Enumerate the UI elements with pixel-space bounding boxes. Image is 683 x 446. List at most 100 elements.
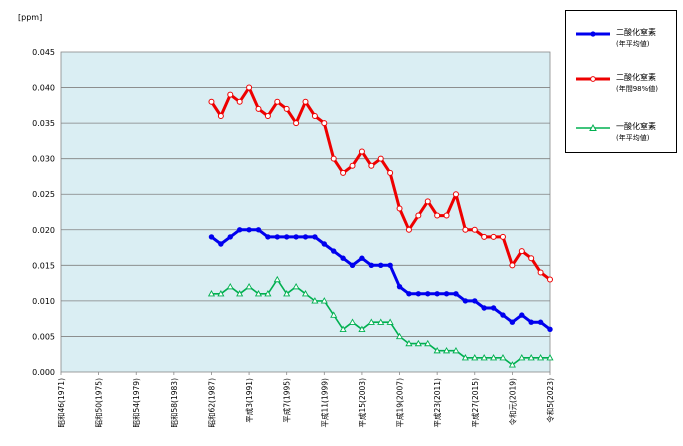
data-point — [218, 241, 224, 247]
data-point — [368, 262, 375, 269]
data-point — [302, 98, 309, 105]
data-point — [528, 255, 535, 262]
data-point — [434, 291, 440, 297]
data-point — [255, 227, 262, 233]
data-point — [461, 354, 469, 361]
legend: 二酸化窒素 (年平均値) 二酸化窒素 (年間98%値) 一酸化窒素 (年平均値) — [565, 10, 677, 153]
data-point — [414, 339, 422, 347]
data-point — [386, 318, 394, 325]
data-point — [321, 241, 328, 247]
data-point — [499, 354, 507, 361]
y-tick-label: 0.035 — [32, 119, 55, 128]
data-point — [301, 290, 310, 297]
data-point — [462, 226, 469, 233]
data-point — [424, 198, 431, 205]
data-point — [480, 354, 488, 361]
x-tick-label: 平成27(2015) — [470, 378, 480, 428]
data-point — [311, 297, 319, 304]
data-point — [509, 319, 516, 325]
data-point — [264, 290, 272, 297]
data-point — [311, 113, 318, 119]
data-point — [255, 105, 262, 112]
legend-swatch-no2-98pct — [576, 76, 610, 82]
x-tick-label: 昭和46(1971) — [57, 378, 66, 428]
data-point — [519, 312, 525, 318]
data-point — [302, 234, 309, 240]
legend-label: 二酸化窒素 — [616, 73, 656, 82]
legend-sublabel: (年平均値) — [616, 40, 650, 48]
data-point — [387, 262, 393, 269]
data-point — [358, 325, 366, 332]
data-point — [312, 234, 318, 240]
legend-sublabel: (年間98%値) — [616, 85, 659, 93]
x-tick-label: 昭和50(1975) — [95, 378, 104, 428]
data-point — [415, 291, 422, 297]
data-point — [359, 255, 365, 261]
data-point — [236, 98, 243, 105]
data-point — [331, 248, 337, 254]
data-point — [433, 346, 441, 354]
data-point — [377, 155, 384, 162]
data-point — [292, 282, 300, 290]
data-point — [415, 212, 422, 219]
data-point — [358, 148, 365, 155]
x-tick-label: 昭和58(1983) — [170, 378, 179, 428]
data-point — [226, 282, 234, 290]
x-tick-label: 平成15(2003) — [357, 378, 367, 428]
data-point — [537, 269, 544, 276]
data-point — [207, 290, 216, 297]
data-point — [425, 291, 431, 297]
legend-swatch-no-annual-mean — [576, 123, 610, 131]
data-point — [348, 318, 357, 325]
data-point — [368, 162, 375, 169]
data-point — [481, 233, 488, 240]
data-point — [537, 319, 544, 325]
y-tick-label: 0.040 — [32, 84, 55, 93]
x-tick-label: 平成23(2011) — [432, 378, 442, 428]
data-point — [264, 113, 271, 119]
data-point — [217, 113, 224, 119]
y-axis-ticks: 0.000 0.005 0.010 0.015 0.020 0.025 0.030 0.035… — [32, 48, 55, 377]
data-point — [274, 98, 281, 105]
data-point — [424, 339, 432, 347]
y-tick-label: 0.025 — [32, 190, 55, 199]
data-point — [227, 234, 233, 240]
y-tick-label: 0.010 — [32, 297, 55, 306]
data-point — [547, 326, 553, 333]
data-point — [405, 226, 412, 233]
y-tick-label: 0.030 — [32, 155, 55, 164]
data-point — [293, 234, 299, 240]
data-point — [499, 233, 506, 240]
data-point — [283, 234, 290, 240]
data-point — [273, 275, 281, 283]
x-tick-label: 昭和62(1987) — [207, 378, 216, 428]
data-point — [528, 319, 534, 325]
data-point — [481, 305, 487, 311]
x-tick-label: 昭和54(1979) — [132, 378, 141, 428]
data-point — [527, 354, 535, 361]
data-point — [340, 169, 347, 176]
data-point — [339, 325, 347, 332]
data-point — [265, 234, 271, 240]
data-point — [330, 155, 337, 162]
data-point — [405, 339, 413, 347]
data-point — [396, 205, 403, 212]
x-tick-label: 平成3(1991) — [244, 378, 254, 423]
y-axis-unit-label: [ppm] — [18, 13, 43, 22]
data-point — [236, 290, 244, 297]
data-point — [321, 120, 328, 127]
data-point — [508, 361, 516, 368]
data-point — [396, 283, 403, 290]
legend-swatch-no2-annual-mean — [576, 31, 610, 37]
x-tick-label: 平成7(1995) — [282, 378, 292, 423]
data-point — [217, 290, 225, 297]
data-point — [283, 105, 290, 112]
data-point — [443, 291, 450, 297]
data-point — [442, 346, 451, 354]
legend-label: 一酸化窒素 — [616, 122, 656, 131]
data-point — [547, 276, 553, 283]
data-point — [406, 291, 412, 297]
data-point — [349, 162, 356, 169]
data-point — [452, 191, 459, 198]
